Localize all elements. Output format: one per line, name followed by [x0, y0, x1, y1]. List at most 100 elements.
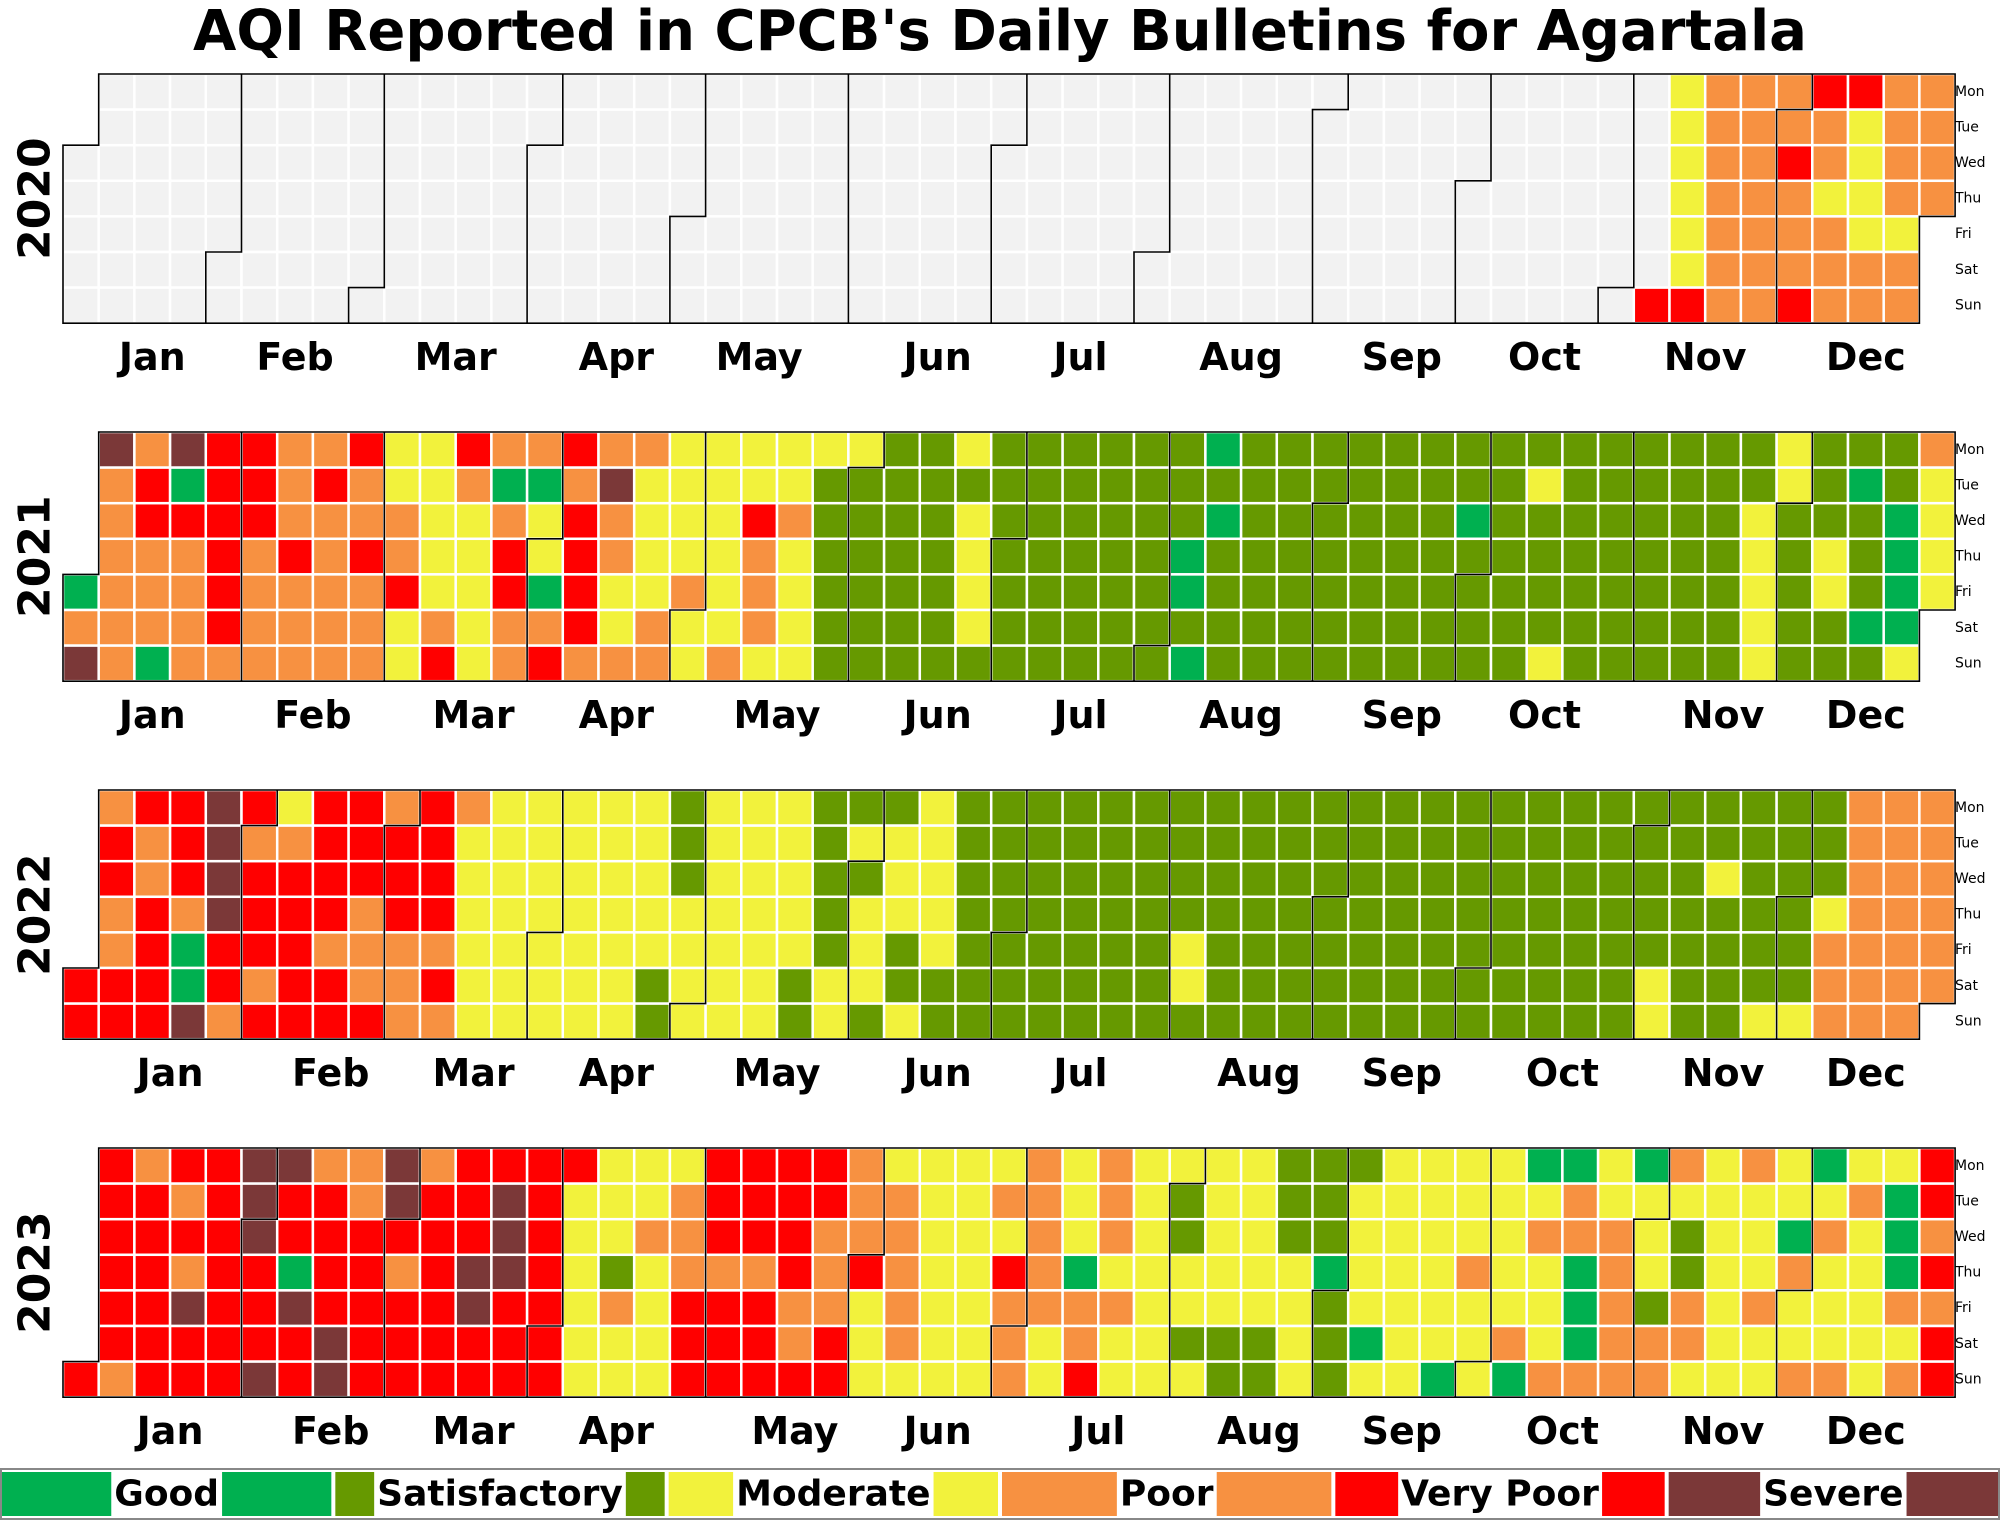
- day-cell: [311, 1002, 350, 1041]
- day-cell: [1882, 1324, 1921, 1363]
- day-cell: [740, 215, 779, 254]
- day-cell: [1846, 143, 1885, 183]
- day-cell: [1668, 466, 1707, 505]
- day-cell: [561, 1324, 600, 1363]
- day-cell: [133, 1182, 172, 1221]
- day-cell: [918, 1217, 957, 1257]
- day-cell: [1596, 286, 1636, 325]
- day-cell: [1561, 824, 1600, 863]
- month-label: Apr: [579, 1409, 655, 1453]
- day-cell: [133, 430, 172, 469]
- day-cell: [1454, 537, 1493, 576]
- day-cell: [454, 108, 493, 147]
- day-cell: [1561, 1002, 1600, 1041]
- day-cell: [882, 1253, 922, 1292]
- day-cell: [1418, 143, 1457, 183]
- day-cell: [61, 250, 100, 289]
- day-cell: [954, 859, 993, 899]
- day-cell: [1418, 895, 1457, 934]
- day-cell: [347, 1324, 386, 1363]
- day-cell: [1454, 1217, 1493, 1257]
- day-cell: [597, 966, 636, 1005]
- day-cell: [1346, 215, 1386, 254]
- day-cell: [1204, 1289, 1243, 1328]
- day-cell: [1918, 430, 1957, 469]
- day-cell: [882, 895, 922, 934]
- day-cell: [597, 1324, 636, 1363]
- day-cell: [1811, 573, 1850, 612]
- day-cell: [1703, 72, 1743, 111]
- day-cell: [1382, 1146, 1421, 1185]
- day-cell: [168, 1217, 208, 1257]
- day-cell: [97, 859, 136, 899]
- day-cell: [847, 501, 886, 541]
- day-cell: [1703, 824, 1743, 863]
- day-cell: [1561, 143, 1600, 183]
- day-cell: [1739, 501, 1778, 541]
- month-label: May: [733, 1051, 820, 1095]
- month-label: Dec: [1826, 693, 1906, 737]
- day-cell: [989, 931, 1029, 970]
- day-cell: [1418, 644, 1457, 683]
- day-cell: [1811, 824, 1850, 863]
- day-cell: [1382, 501, 1421, 541]
- day-cell: [1668, 250, 1707, 289]
- day-cell: [704, 466, 743, 505]
- day-cell: [740, 573, 779, 612]
- day-cell: [1489, 250, 1528, 289]
- day-cell: [561, 859, 600, 899]
- day-cell: [1454, 895, 1493, 934]
- day-cell: [989, 788, 1029, 827]
- day-cell: [989, 143, 1029, 183]
- day-cell: [383, 286, 422, 325]
- day-cell: [1168, 108, 1207, 147]
- day-cell: [597, 466, 636, 505]
- day-cell: [668, 1289, 707, 1328]
- day-cell: [1204, 143, 1243, 183]
- weekday-label: Fri: [1955, 584, 1972, 600]
- day-cell: [1775, 644, 1814, 683]
- day-cell: [311, 286, 350, 325]
- month-label: Jul: [1068, 1409, 1125, 1453]
- day-cell: [918, 608, 957, 647]
- day-cell: [1382, 179, 1421, 218]
- day-cell: [1311, 250, 1350, 289]
- day-cell: [1703, 537, 1743, 576]
- day-cell: [1275, 644, 1314, 683]
- day-cell: [1632, 966, 1671, 1005]
- day-cell: [1168, 573, 1207, 612]
- day-cell: [418, 788, 457, 827]
- day-cell: [525, 72, 565, 111]
- day-cell: [418, 108, 457, 147]
- day-cell: [1489, 1253, 1528, 1292]
- day-cell: [1311, 430, 1350, 469]
- day-cell: [668, 966, 707, 1005]
- day-cell: [847, 537, 886, 576]
- day-cell: [168, 788, 208, 827]
- day-cell: [597, 250, 636, 289]
- day-cell: [704, 430, 743, 469]
- day-cell: [1168, 1182, 1207, 1221]
- day-cell: [454, 644, 493, 683]
- day-cell: [383, 1217, 422, 1257]
- day-cell: [1418, 1002, 1457, 1041]
- day-cell: [525, 250, 565, 289]
- day-cell: [418, 1182, 457, 1221]
- day-cell: [989, 1360, 1029, 1399]
- day-cell: [1168, 215, 1207, 254]
- day-cell: [97, 72, 136, 111]
- day-cell: [704, 179, 743, 218]
- day-cell: [311, 537, 350, 576]
- month-label: Aug: [1217, 1409, 1301, 1453]
- day-cell: [597, 1182, 636, 1221]
- day-cell: [1775, 215, 1814, 254]
- day-cell: [454, 1253, 493, 1292]
- day-cell: [954, 72, 993, 111]
- day-cell: [240, 859, 279, 899]
- day-cell: [775, 1002, 814, 1041]
- day-cell: [1382, 966, 1421, 1005]
- day-cell: [204, 966, 243, 1005]
- day-cell: [1882, 1217, 1921, 1257]
- day-cell: [1882, 250, 1921, 289]
- day-cell: [1132, 1182, 1171, 1221]
